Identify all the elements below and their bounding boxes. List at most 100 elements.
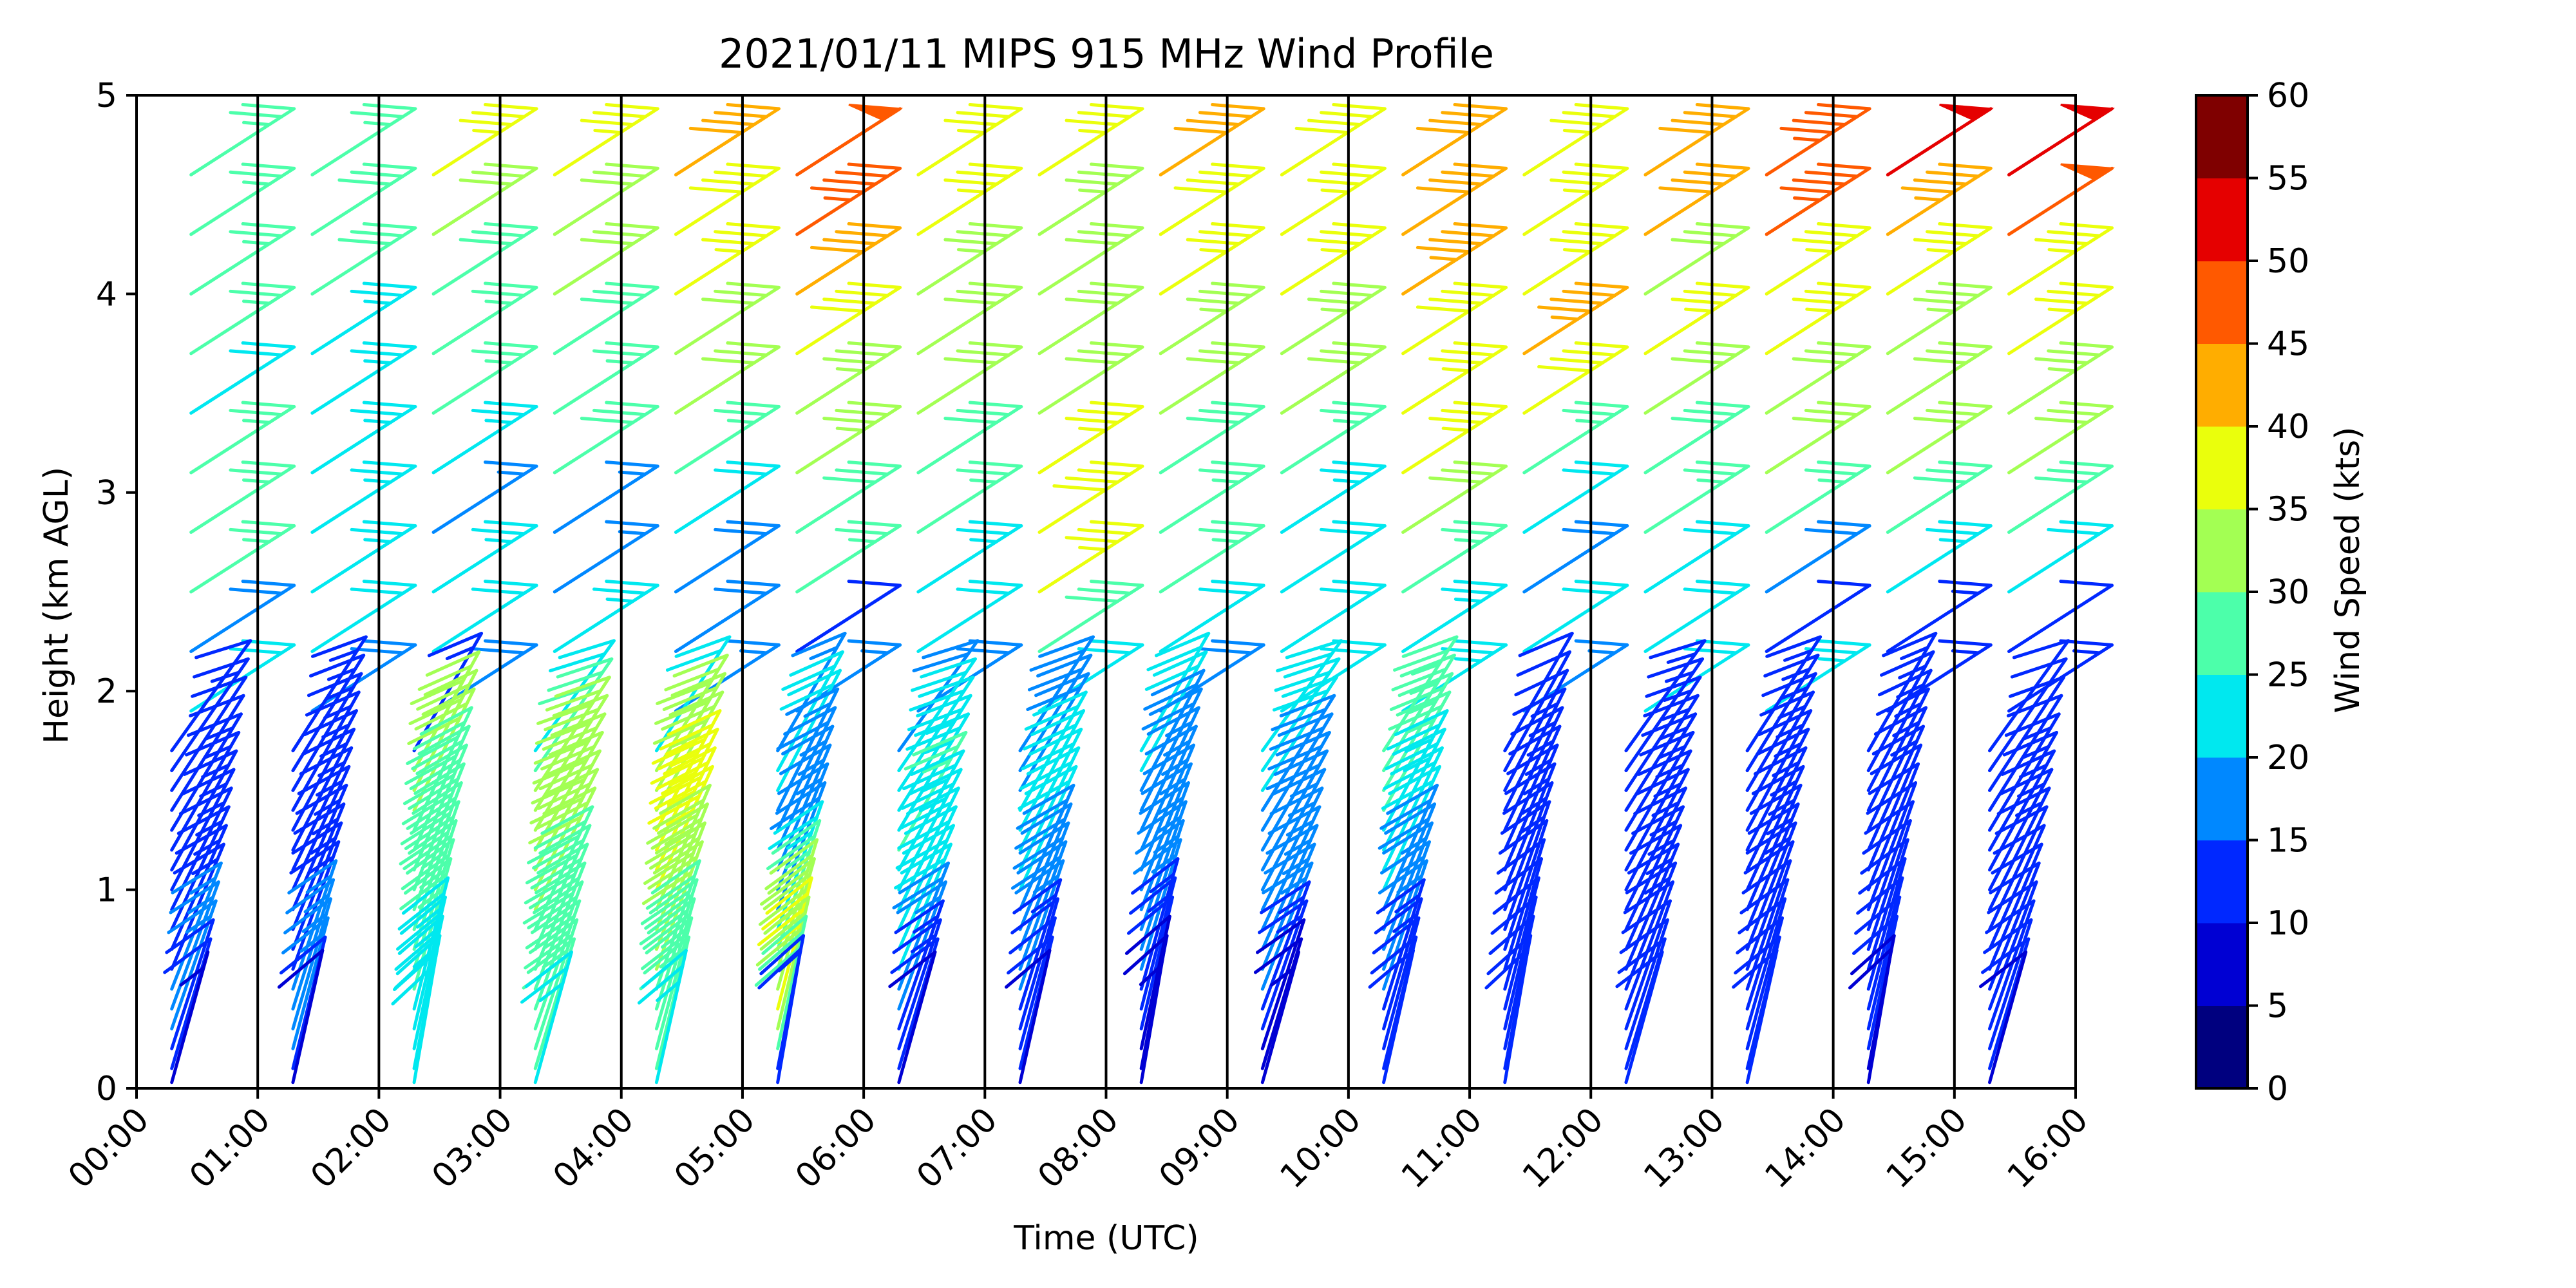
wind-barb-h13-upper0-barb	[1792, 118, 1847, 126]
wind-barb-h0-upper4-barb	[229, 349, 283, 357]
wind-barb-h5-lower8-barb	[775, 781, 827, 815]
wind-barb-h5-upper1-barb	[822, 178, 877, 186]
wind-barb-h3-lower6-barb	[531, 777, 586, 805]
wind-barb-h4-lower5-barb	[665, 727, 719, 756]
wind-barb-h9-upper0-staff	[1280, 107, 1387, 176]
wind-barb-h2-lower2-barb	[416, 683, 471, 711]
wind-barb-h4-lower2-barb	[670, 672, 727, 697]
wind-barb-h11-lower17-staff	[1503, 947, 1530, 1084]
wind-barb-h3-lower7-barb	[544, 768, 600, 796]
wind-barb-h6-upper1-barb	[943, 178, 998, 186]
wind-barb-h15-upper1-flag	[2060, 163, 2116, 181]
wind-barb-h10-lower6-barb	[1383, 761, 1437, 790]
wind-barb-h2-lower15-barb	[394, 931, 441, 971]
wind-barb-h5-upper2-barb	[822, 238, 877, 245]
wind-barb-h3-upper5-barb	[592, 408, 647, 417]
wind-barb-h3-lower12-barb	[535, 861, 587, 895]
wind-barb-h14-upper4-staff	[1886, 345, 1993, 415]
wind-barb-h7-lower11-barb	[1010, 855, 1062, 890]
wind-barb-h0-lower1-barb	[193, 657, 250, 679]
wind-barb-h11-upper3-half-barb	[1550, 315, 1580, 321]
wind-barb-h1-lower6-half-barb	[317, 761, 346, 777]
wind-barb-h2-lower8-barb	[406, 796, 457, 830]
wind-barb-h2-lower6-barb	[409, 758, 462, 790]
wind-barb-h8-lower6-barb	[1142, 743, 1195, 775]
wind-barb-h13-lower1-half-barb	[1781, 667, 1812, 681]
wind-barb-h4-lower9-barb	[645, 832, 697, 865]
wind-barb-h3-lower16-barb	[526, 937, 576, 974]
wind-barb-h3-lower17-barb	[520, 966, 569, 1004]
wind-barb-h6-upper3-staff	[916, 285, 1023, 355]
wind-barb-h8-upper1-barb	[1186, 178, 1241, 186]
hour-column-3	[520, 102, 659, 1084]
wind-barb-h14-upper4-barb	[1926, 349, 1980, 357]
wind-barb-h5-lower10-half-barb	[784, 849, 811, 869]
wind-barb-h1-lower12-barb	[287, 859, 338, 895]
wind-barb-h10-lower1-half-barb	[1409, 681, 1439, 695]
wind-barb-h2-lower12-barb	[403, 857, 453, 895]
wind-barb-h11-upper1-staff	[1522, 166, 1629, 236]
wind-barb-h13-upper0-half-barb	[1793, 137, 1822, 142]
wind-barb-h4-lower0-staff	[654, 635, 732, 753]
wind-barb-h4-lower14-half-barb	[661, 928, 687, 949]
wind-barb-h9-upper3-barb	[1332, 281, 1387, 289]
wind-barb-h1-lower13-barb	[285, 878, 336, 914]
wind-barb-h7-lower10-barb	[1018, 821, 1070, 855]
wind-barb-h13-lower16-barb	[1734, 935, 1781, 975]
colorbar-segment	[2195, 95, 2248, 178]
wind-barb-h1-lower10-barb	[291, 821, 343, 855]
wind-barb-h10-upper9-barb	[1441, 647, 1495, 655]
wind-barb-h8-upper4-barb	[1198, 349, 1253, 357]
plot-area	[163, 102, 2116, 1084]
wind-barb-h14-upper6-barb	[1913, 476, 1968, 484]
wind-barb-h0-lower12-barb	[171, 861, 223, 895]
wind-barb-h3-upper4-barb	[592, 349, 647, 357]
wind-barb-h12-lower2-staff	[1624, 676, 1702, 792]
wind-barb-h4-lower10-barb	[649, 836, 701, 870]
wind-barb-h10-lower13-half-barb	[1394, 893, 1421, 914]
wind-barb-h4-lower13-barb	[639, 909, 689, 945]
wind-barb-h0-lower7-barb	[180, 768, 236, 796]
wind-barb-h12-upper8-barb	[1695, 580, 1750, 587]
wind-barb-h10-upper1-barb	[1428, 178, 1483, 186]
wind-barb-h15-lower5-half-barb	[2020, 744, 2050, 760]
wind-barb-h11-upper0-barb	[1549, 118, 1604, 126]
wind-barb-h13-upper2-staff	[1765, 226, 1871, 296]
wind-barb-h8-upper6-barb	[1211, 460, 1265, 468]
wind-barb-h12-lower1-staff	[1624, 657, 1705, 773]
wind-barb-h6-lower6-half-barb	[920, 777, 950, 793]
wind-barb-h2-lower7-barb	[408, 777, 460, 810]
wind-barb-h10-upper3-barb	[1453, 281, 1508, 289]
wind-barb-h6-upper2-half-barb	[956, 248, 986, 254]
wind-barb-h14-upper3-barb	[1938, 281, 1993, 289]
wind-barb-h12-lower3-staff	[1624, 694, 1700, 812]
wind-barb-h8-upper3-staff	[1159, 285, 1265, 355]
wind-barb-h7-lower14-barb	[1010, 897, 1060, 934]
wind-barb-h7-lower0-barb	[1029, 649, 1086, 672]
wind-barb-h6-upper9-barb	[956, 647, 1011, 655]
wind-barb-h4-upper3-barb	[714, 289, 768, 298]
hour-column-14	[1848, 103, 1994, 1084]
wind-barb-h10-lower13-barb	[1376, 878, 1426, 914]
wind-barb-h11-upper4-barb	[1574, 341, 1629, 349]
wind-barb-h8-lower2-barb	[1150, 668, 1206, 697]
wind-barb-h5-upper6-staff	[795, 464, 902, 534]
wind-barb-h15-lower10-staff	[1987, 824, 2046, 951]
wind-barb-h6-lower12-barb	[898, 861, 950, 895]
wind-barb-h9-lower12-half-barb	[1280, 876, 1308, 895]
wind-barb-h6-upper7-barb	[956, 527, 1011, 536]
wind-barb-h7-lower3-barb	[1024, 705, 1080, 731]
wind-barb-h7-upper4-barb	[1065, 357, 1120, 365]
wind-barb-h10-lower11-barb	[1380, 840, 1431, 875]
wind-barb-h2-upper0-barb	[459, 118, 514, 126]
wind-barb-h9-upper8-staff	[1280, 583, 1387, 654]
wind-barb-h0-upper0-staff	[189, 107, 296, 176]
wind-barb-h2-upper1-barb	[459, 178, 514, 186]
wind-barb-h9-upper2-barb	[1307, 238, 1362, 245]
wind-barb-h7-upper8-barb	[1089, 580, 1144, 587]
wind-barb-h4-upper9-staff	[674, 643, 781, 713]
wind-barb-h9-lower17-half-barb	[1270, 966, 1296, 987]
wind-barb-h1-upper9-barb	[350, 647, 405, 655]
wind-barb-h11-upper6-barb	[1574, 460, 1629, 468]
wind-barb-h7-lower6-barb	[1019, 761, 1074, 790]
